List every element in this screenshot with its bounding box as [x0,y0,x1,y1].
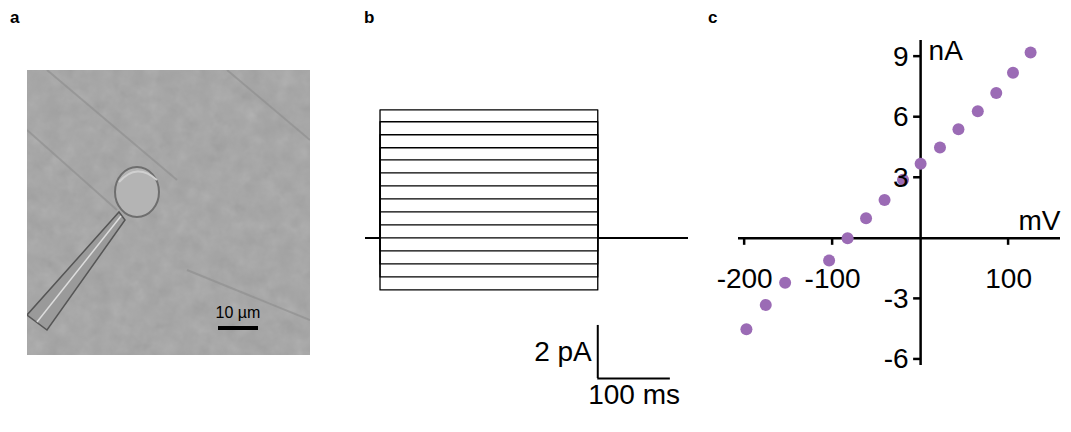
svg-text:2 pA: 2 pA [534,336,592,367]
svg-text:nA: nA [929,35,964,66]
html-text:b: b [364,8,375,27]
html-text:c: c [708,8,718,27]
html-text:a: a [10,8,20,27]
svg-text:3: 3 [893,162,909,193]
svg-text:-3: -3 [884,283,909,314]
svg-text:6: 6 [893,101,909,132]
svg-text:mV: mV [1019,205,1061,236]
svg-text:-6: -6 [884,343,909,374]
svg-text:9: 9 [893,41,909,72]
svg-text:-200: -200 [717,263,773,294]
svg-text:100 ms: 100 ms [588,379,680,410]
svg-text:-100: -100 [805,263,861,294]
svg-text:10 µm: 10 µm [216,304,261,321]
svg-text:100: 100 [985,263,1032,294]
